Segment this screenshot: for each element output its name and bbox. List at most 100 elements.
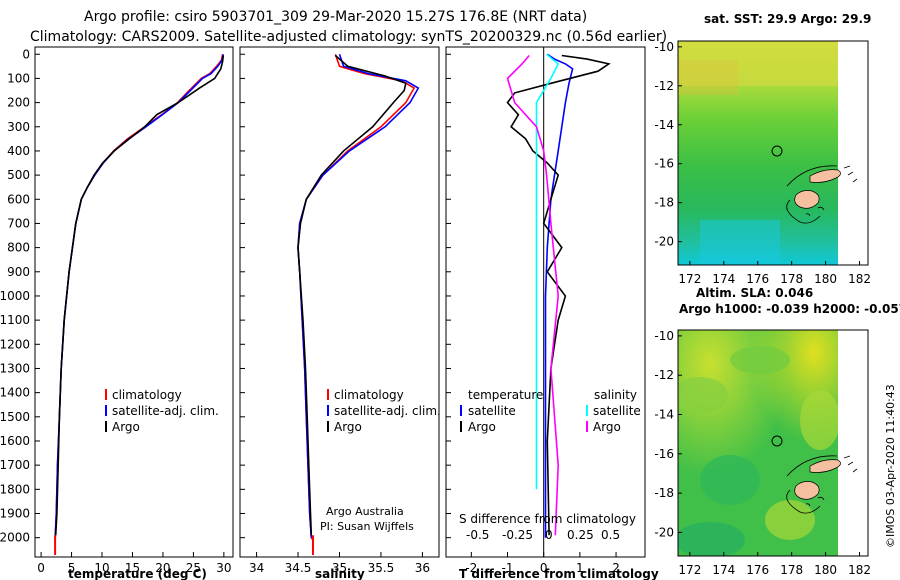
s-difference-title: S difference from climatology (459, 512, 636, 526)
map-y-tick-label: -20 (654, 235, 674, 249)
sla-map-subtitle: Argo h1000: -0.039 h2000: -0.057 (679, 302, 900, 316)
temperature-panel-frame (34, 46, 234, 558)
x-tick-label: 34.5 (285, 561, 312, 575)
salinity-axis-label: salinity (315, 567, 365, 580)
depth-tick-label: 1100 (0, 313, 30, 327)
depth-tick-label: 900 (7, 265, 30, 279)
depth-tick-label: 1700 (0, 458, 30, 472)
sla-map-ticks: 172 174 176 178 180 182 -10 -12 -14 -16 -18 -20 (654, 329, 871, 577)
series-line-salinity-satellite (535, 53, 560, 490)
map-x-tick-label: 180 (814, 272, 837, 286)
temperature-axis-label: temperature (deg C) (68, 567, 207, 580)
sla-blob (730, 346, 790, 374)
difference-axis-label: T difference from climatology (459, 567, 659, 580)
series-line-satellite-adj-clim- (297, 54, 420, 538)
bathymetry-contour (786, 165, 838, 224)
temperature-legend: climatology satellite-adj. clim. Argo (105, 388, 219, 434)
temperature-x-ticks: 0 5 10 15 20 25 30 (37, 552, 232, 575)
small-islands (805, 455, 858, 507)
sla-blob (678, 377, 728, 413)
x-tick-label: 30 (216, 561, 231, 575)
salinity-series (297, 54, 420, 555)
island-vitilevu (794, 481, 820, 500)
depth-tick-label: 1500 (0, 410, 30, 424)
panel-ticks (35, 53, 451, 539)
sla-map-border (677, 329, 869, 557)
x-tick-label: 20 (155, 561, 170, 575)
depth-tick-label: 1900 (0, 506, 30, 520)
depth-tick-label: 1300 (0, 361, 30, 375)
depth-tick-label: 100 (7, 71, 30, 85)
header-line1: Argo profile: csiro 5903701_309 29-Mar-2… (84, 9, 587, 25)
legend-label-s-argo: Argo (593, 420, 621, 434)
depth-tick-label: 400 (7, 144, 30, 158)
s-tick: 0.25 (567, 528, 594, 542)
map-x-tick-label: 174 (712, 563, 735, 577)
difference-series (506, 53, 611, 538)
argo-location-marker (771, 435, 783, 447)
legend-title-salinity: salinity (594, 388, 637, 402)
map-x-tick-label: 176 (746, 563, 769, 577)
x-tick-label: 35.5 (368, 561, 395, 575)
s-tick: -0.25 (502, 528, 533, 542)
map-x-tick-label: 176 (746, 272, 769, 286)
difference-legend: temperature satellite Argo salinity sate… (460, 388, 641, 434)
difference-x-ticks: -2 -1 0 1 2 (465, 552, 620, 575)
sst-cool-patch (700, 220, 780, 265)
depth-tick-label: 1800 (0, 482, 30, 496)
x-tick-label: 25 (186, 561, 201, 575)
sla-blob (700, 455, 760, 505)
sst-map-title: sat. SST: 29.9 Argo: 29.9 (704, 12, 871, 26)
temperature-series (54, 54, 225, 555)
salinity-x-ticks: 34 34.5 35 35.5 36 (249, 552, 430, 575)
x-tick-label: 5 (68, 561, 76, 575)
sla-blob (765, 500, 815, 540)
island-vitilevu (794, 190, 820, 209)
credit-pi: PI: Susan Wijffels (320, 520, 414, 533)
map-y-tick-label: -12 (654, 79, 674, 93)
depth-axis: 0 100 200 300 400 500 600 700 800 900 1000 1100 1200… (0, 47, 30, 544)
map-y-tick-label: -16 (654, 447, 674, 461)
map-y-tick-label: -14 (654, 408, 674, 422)
x-tick-label: 10 (94, 561, 109, 575)
s-tick: 0 (545, 528, 553, 542)
legend-label-argo: Argo (334, 420, 362, 434)
legend-label-satellite: satellite-adj. clim. (334, 404, 441, 418)
series-line-climatology (54, 54, 224, 541)
legend-label-t-argo: Argo (468, 420, 496, 434)
depth-tick-label: 300 (7, 120, 30, 134)
sst-map-border (677, 40, 869, 266)
series-line-climatology (297, 54, 416, 541)
s-tick: -0.5 (466, 528, 489, 542)
map-x-tick-label: 178 (780, 563, 803, 577)
x-tick-label: -1 (502, 561, 514, 575)
sla-map: 172 174 176 178 180 182 -10 -12 -14 -16 -18 -20 (654, 329, 871, 577)
x-tick-label: -2 (465, 561, 477, 575)
legend-label-climatology: climatology (112, 388, 182, 402)
map-y-tick-label: -20 (654, 525, 674, 539)
legend-label-satellite: satellite-adj. clim. (112, 404, 219, 418)
sst-map-ticks: 172 174 176 178 180 182 -10 -12 -14 -16 -18 -20 (654, 40, 871, 286)
depth-tick-label: 1000 (0, 289, 30, 303)
map-y-tick-label: -10 (654, 40, 674, 54)
salinity-panel-frame (239, 46, 440, 558)
s-difference-ticks: -0.5 -0.25 0 0.25 0.5 (466, 528, 620, 542)
map-x-tick-label: 178 (780, 272, 803, 286)
map-y-tick-label: -18 (654, 196, 674, 210)
legend-label-t-satellite: satellite (468, 404, 516, 418)
depth-tick-label: 1400 (0, 386, 30, 400)
sst-warm-band (678, 41, 838, 86)
legend-label-argo: Argo (112, 420, 140, 434)
legend-title-temperature: temperature (468, 388, 543, 402)
x-tick-label: 0 (37, 561, 45, 575)
map-x-tick-label: 172 (678, 563, 701, 577)
salinity-legend: climatology satellite-adj. clim. Argo (327, 388, 441, 434)
series-line-temperature-satellite (544, 53, 574, 538)
legend-label-climatology: climatology (334, 388, 404, 402)
legend-label-s-satellite: satellite (593, 404, 641, 418)
island-vanualevu (809, 169, 841, 183)
x-tick-label: 35 (332, 561, 347, 575)
depth-tick-label: 0 (22, 47, 30, 61)
map-x-tick-label: 182 (848, 272, 871, 286)
